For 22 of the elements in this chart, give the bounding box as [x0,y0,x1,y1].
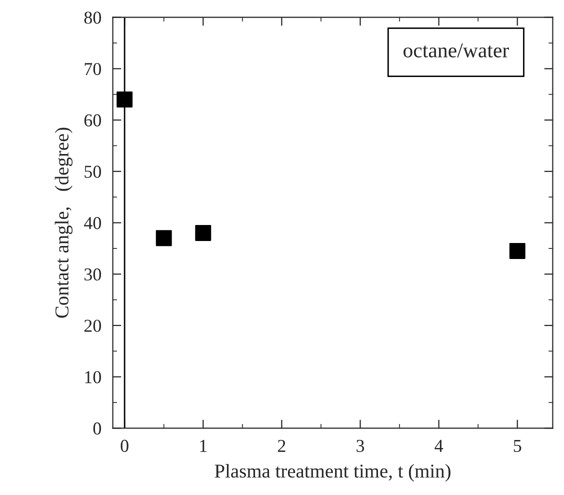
y-tick-label: 80 [84,12,101,24]
y-tick-label: 10 [85,371,101,384]
y-tick-label: 30 [84,268,101,281]
x-tick-label: 0 [120,440,128,452]
y-tick-label: 20 [84,320,101,332]
x-tick-label: 5 [514,440,522,452]
x-tick-label: 3 [356,440,364,452]
y-axis-title: Contact angle, (degree) [54,128,73,318]
x-tick-label: 2 [278,440,286,452]
annotation: octane/water [404,44,509,58]
y-tick-label: 0 [93,422,101,435]
point [509,243,526,259]
point [156,230,172,246]
y-tick-label: 40 [84,217,101,230]
x-axis-title: Plasma treatment time, t (min) [214,464,450,482]
x-tick-label: 4 [434,440,444,452]
point [195,225,212,241]
y-tick-label: 70 [84,62,101,76]
point [116,92,133,108]
x-tick-label: 1 [200,440,207,452]
y-tick-label: 50 [84,166,101,178]
y-tick-label: 60 [84,114,101,126]
